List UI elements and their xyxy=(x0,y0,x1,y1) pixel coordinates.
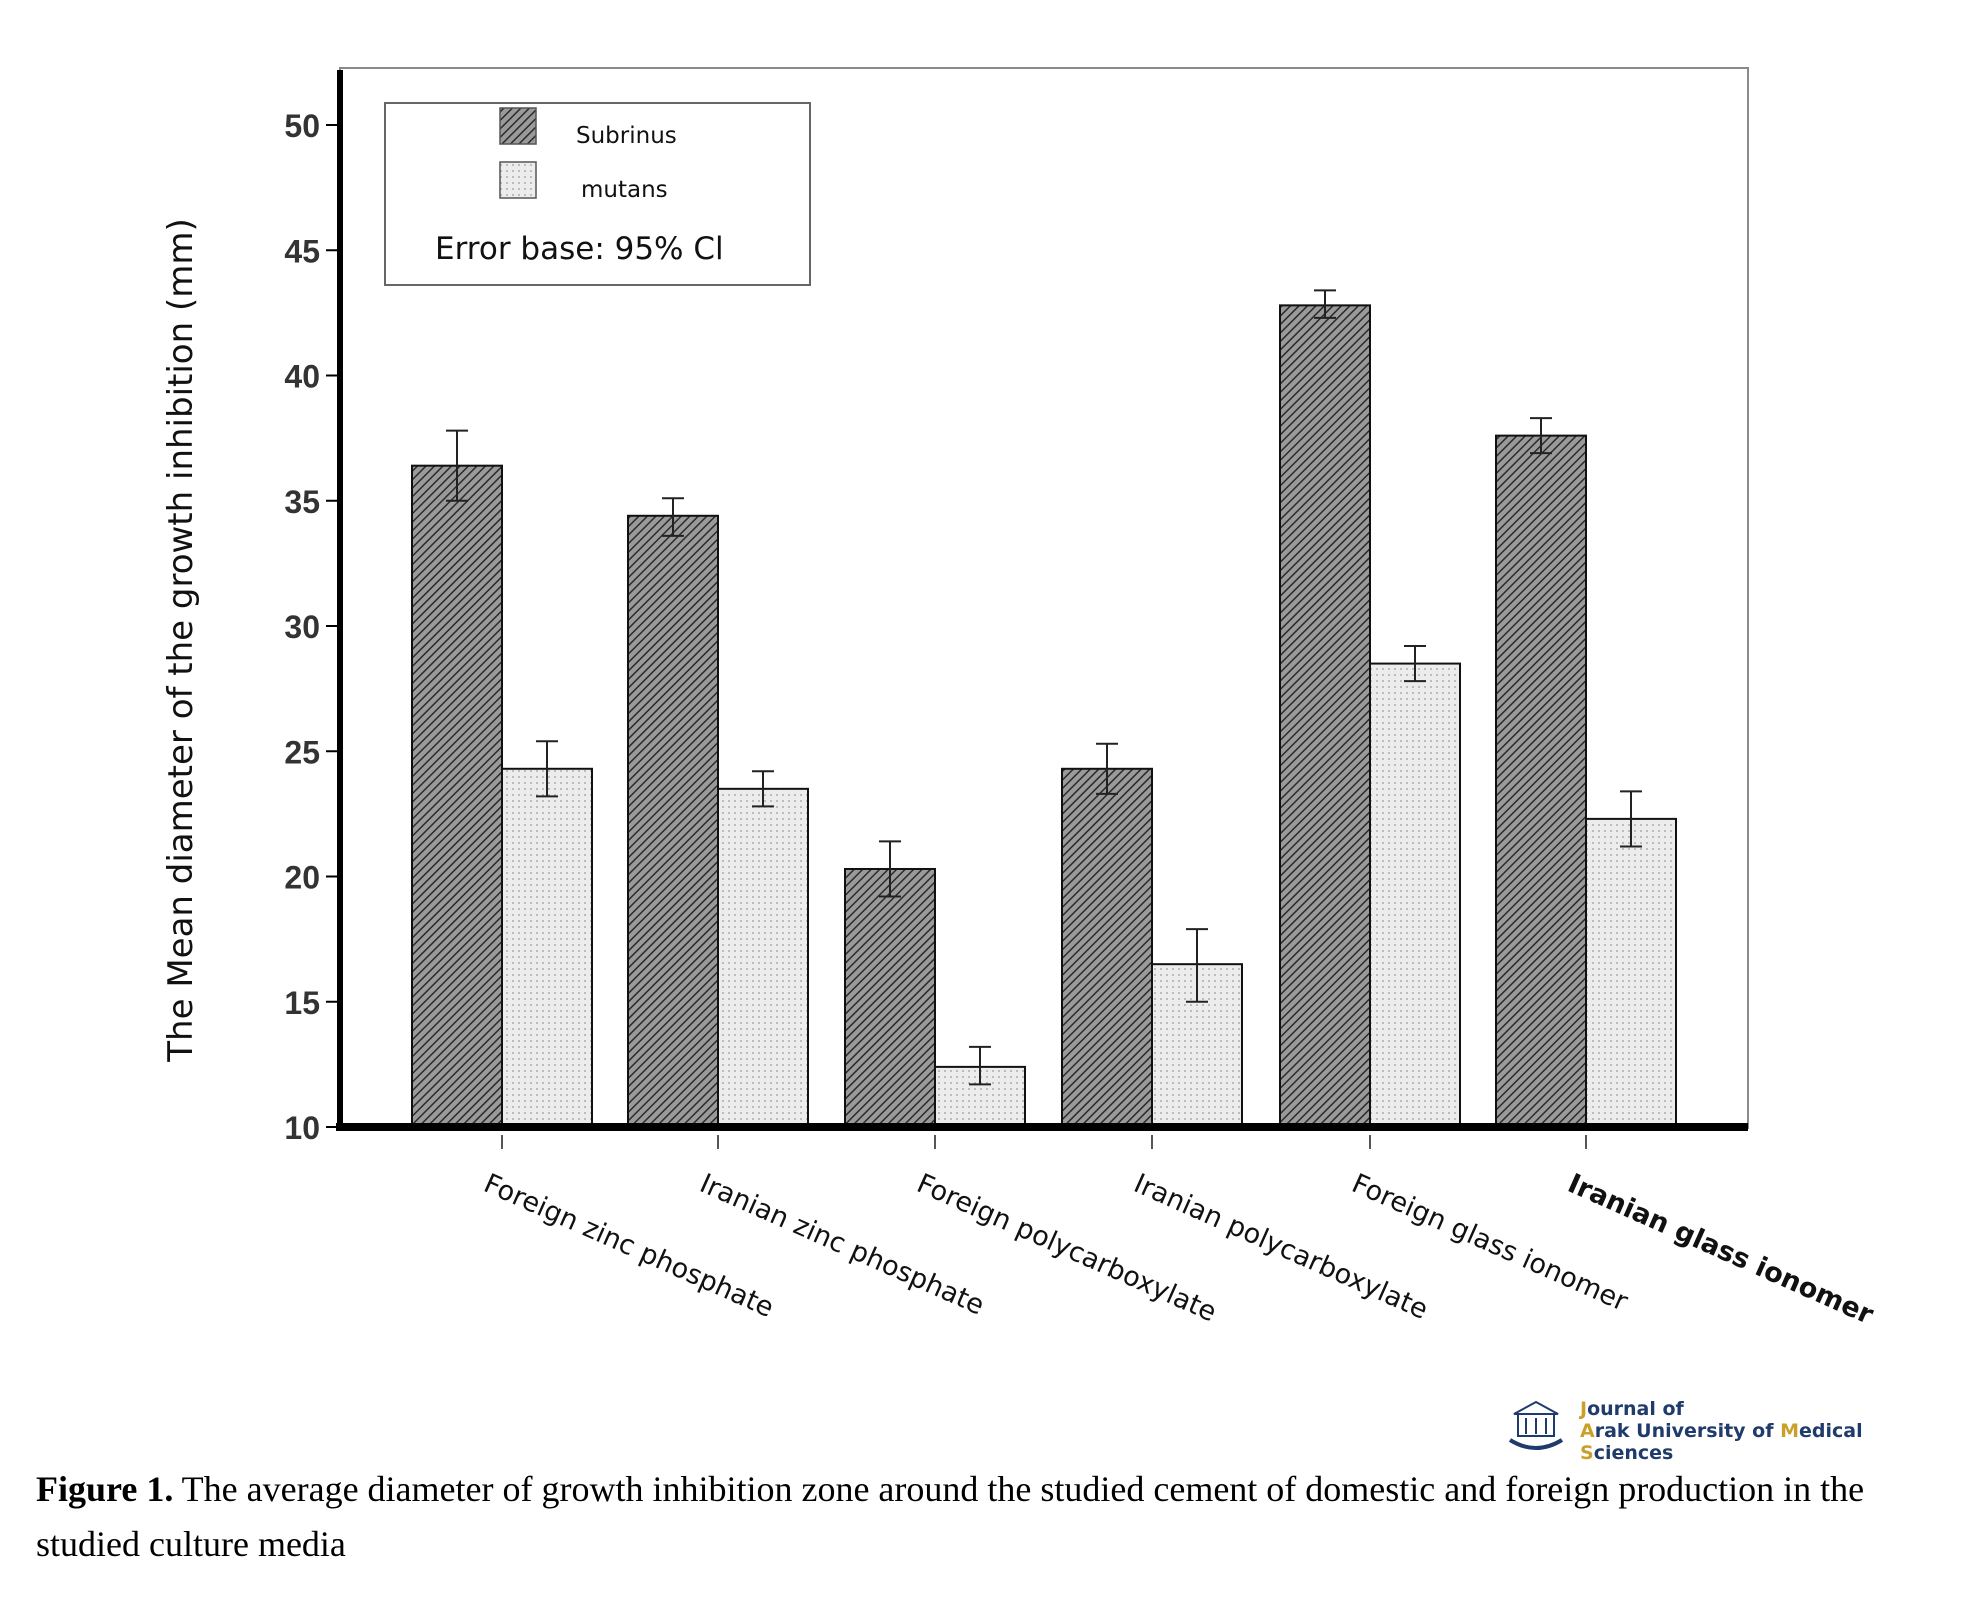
legend-box xyxy=(384,102,811,286)
bar-Subrinus-1 xyxy=(627,514,719,1128)
bar-Subrinus-2 xyxy=(844,867,936,1128)
journal-logo: Journal of Arak University of Medical Sc… xyxy=(1500,1398,1940,1464)
bar-Subrinus-3 xyxy=(1061,767,1153,1128)
logo-line2-f: ciences xyxy=(1593,1442,1674,1464)
bar-mutans-1 xyxy=(717,787,809,1128)
bar-mutans-4 xyxy=(1369,662,1461,1128)
legend-swatch-Subrinus xyxy=(499,107,537,145)
bar-mutans-0 xyxy=(501,767,593,1128)
logo-line1: ournal of xyxy=(1587,1398,1684,1420)
logo-line2-d: edical xyxy=(1799,1420,1863,1442)
y-tick-label-50: 50 xyxy=(284,108,320,144)
bar-Subrinus-0 xyxy=(411,464,503,1128)
logo-accent-j: J xyxy=(1580,1398,1588,1420)
legend-error-note: Error base: 95% Cl xyxy=(435,231,724,267)
y-tick-label-10: 10 xyxy=(284,1110,320,1146)
figure-caption: Figure 1. The average diameter of growth… xyxy=(36,1462,1936,1572)
logo-accent-m: M xyxy=(1780,1420,1800,1442)
bar-mutans-5 xyxy=(1585,817,1677,1128)
logo-accent-s: S xyxy=(1580,1442,1594,1464)
legend-swatch-mutans xyxy=(499,161,537,199)
bar-Subrinus-5 xyxy=(1495,434,1587,1128)
bar-Subrinus-4 xyxy=(1279,304,1371,1128)
y-tick-label-45: 45 xyxy=(284,233,320,269)
y-tick-label-20: 20 xyxy=(284,860,320,896)
legend-label-Subrinus: Subrinus xyxy=(576,123,677,149)
y-tick-label-30: 30 xyxy=(284,609,320,645)
y-tick-label-40: 40 xyxy=(284,359,320,395)
journal-name: Journal of Arak University of Medical Sc… xyxy=(1580,1398,1940,1464)
y-tick-label-25: 25 xyxy=(284,734,320,770)
caption-label: Figure 1. xyxy=(36,1469,174,1509)
y-axis-label: The Mean diameter of the growth inhibiti… xyxy=(161,218,201,1062)
university-seal-icon xyxy=(1508,1400,1564,1450)
legend-label-mutans: mutans xyxy=(581,177,668,203)
logo-line2-b: rak University of xyxy=(1594,1420,1781,1442)
y-tick-label-15: 15 xyxy=(284,985,320,1021)
logo-accent-a: A xyxy=(1580,1420,1595,1442)
caption-text: The average diameter of growth inhibitio… xyxy=(36,1469,1865,1564)
y-tick-label-35: 35 xyxy=(284,484,320,520)
